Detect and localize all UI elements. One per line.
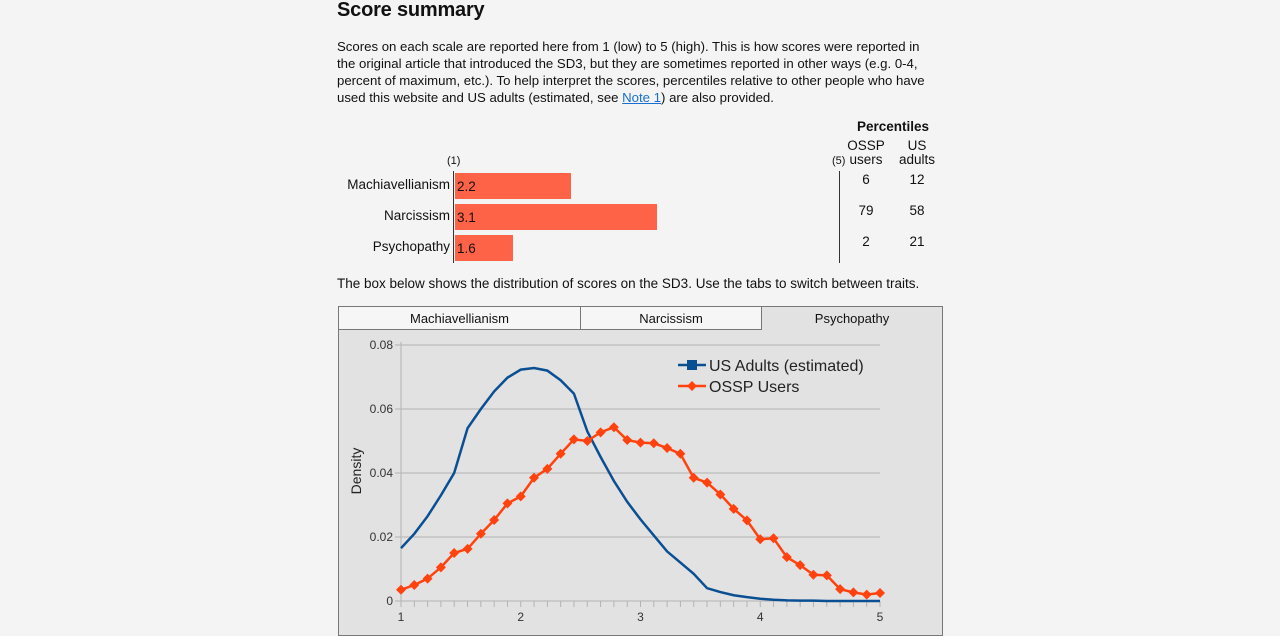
intro-text-end: ) are also provided. (661, 90, 774, 105)
y-tick-label: 0.06 (370, 402, 394, 416)
page-title: Score summary (337, 0, 485, 21)
data-point (396, 584, 406, 595)
ossp-percentile: 79 (858, 203, 874, 218)
scale-max-label: (5) (832, 155, 846, 167)
data-point (529, 472, 540, 483)
tab-machiavellianism[interactable]: Machiavellianism (338, 306, 581, 330)
data-point (608, 422, 619, 433)
x-tick-label: 4 (757, 610, 764, 624)
data-point (781, 552, 792, 563)
col-ossp-line2: users (849, 152, 883, 167)
data-point (795, 560, 806, 571)
y-tick-label: 0.02 (370, 530, 394, 544)
data-point (875, 588, 885, 598)
col-us-line1: US (907, 138, 927, 153)
ossp-percentile: 2 (862, 234, 870, 249)
us-percentile: 12 (909, 172, 925, 187)
ossp-users-column-header: OSSP users (846, 139, 886, 167)
data-point (835, 584, 846, 595)
distribution-box (338, 306, 943, 636)
series-line-0 (400, 366, 880, 603)
score-value: 1.6 (457, 241, 476, 256)
us-percentile: 58 (909, 203, 925, 218)
data-point (409, 580, 420, 590)
tab-narcissism[interactable]: Narcissism (580, 306, 762, 330)
legend-label: US Adults (estimated) (709, 358, 864, 375)
y-tick-label: 0.08 (370, 338, 394, 352)
data-point (662, 443, 673, 454)
data-point (861, 589, 872, 600)
data-point (502, 498, 513, 509)
score-bar (455, 173, 571, 199)
data-point (422, 573, 433, 584)
x-tick-label: 3 (637, 610, 644, 624)
scale-min-axis (453, 171, 454, 263)
scale-min-label: (1) (447, 155, 461, 167)
intro-paragraph: Scores on each scale are reported here f… (337, 38, 937, 106)
data-point (489, 515, 500, 526)
data-point (622, 435, 633, 446)
data-point (715, 489, 726, 500)
data-point (475, 528, 486, 539)
score-value: 2.2 (457, 179, 476, 194)
data-point (648, 438, 659, 449)
data-point (635, 437, 646, 448)
us-adults-column-header: US adults (897, 139, 937, 167)
trait-label: Psychopathy (372, 239, 450, 254)
legend-diamond-marker (687, 381, 697, 391)
trait-label: Narcissism (384, 208, 450, 223)
data-point (462, 543, 473, 554)
score-value: 3.1 (457, 210, 476, 225)
data-point (435, 562, 446, 573)
y-axis-label: Density (348, 448, 364, 495)
data-point (675, 448, 686, 459)
data-point (568, 434, 579, 445)
y-tick-label: 0 (386, 594, 393, 608)
data-point (848, 587, 859, 598)
data-point (728, 503, 739, 514)
col-us-line2: adults (898, 152, 936, 167)
legend-square-marker (687, 360, 697, 370)
distribution-description: The box below shows the distribution of … (337, 276, 920, 291)
ossp-percentile: 6 (862, 172, 870, 187)
data-point (821, 570, 832, 581)
density-chart: 0 0.02 0.04 0.06 0.08 1 2 3 4 5 Density US Adults (… (348, 338, 885, 624)
series-line-1 (400, 425, 881, 596)
data-point (768, 533, 779, 544)
data-point (688, 472, 699, 483)
y-tick-label: 0.04 (370, 466, 394, 480)
x-tick-label: 5 (877, 610, 884, 624)
trait-label: Machiavellianism (347, 177, 450, 192)
score-bar (455, 204, 658, 230)
tab-psychopathy[interactable]: Psychopathy (761, 306, 943, 330)
note-1-link[interactable]: Note 1 (622, 90, 662, 105)
data-point (808, 569, 819, 580)
data-point (542, 463, 553, 474)
data-point (741, 515, 752, 526)
x-tick-label: 2 (517, 610, 524, 624)
percentiles-header: Percentiles (857, 119, 930, 134)
us-percentile: 21 (909, 234, 925, 249)
data-point (755, 534, 766, 545)
scale-max-axis (839, 171, 840, 263)
legend-label: OSSP Users (709, 379, 799, 396)
score-bar (455, 235, 513, 261)
data-point (702, 477, 713, 488)
col-ossp-line1: OSSP (847, 138, 885, 153)
data-point (555, 448, 566, 459)
intro-text: Scores on each scale are reported here f… (337, 39, 925, 105)
data-point (595, 427, 606, 438)
data-point (582, 436, 593, 446)
x-tick-label: 1 (398, 610, 405, 624)
data-point (515, 491, 526, 502)
data-point (449, 548, 460, 558)
